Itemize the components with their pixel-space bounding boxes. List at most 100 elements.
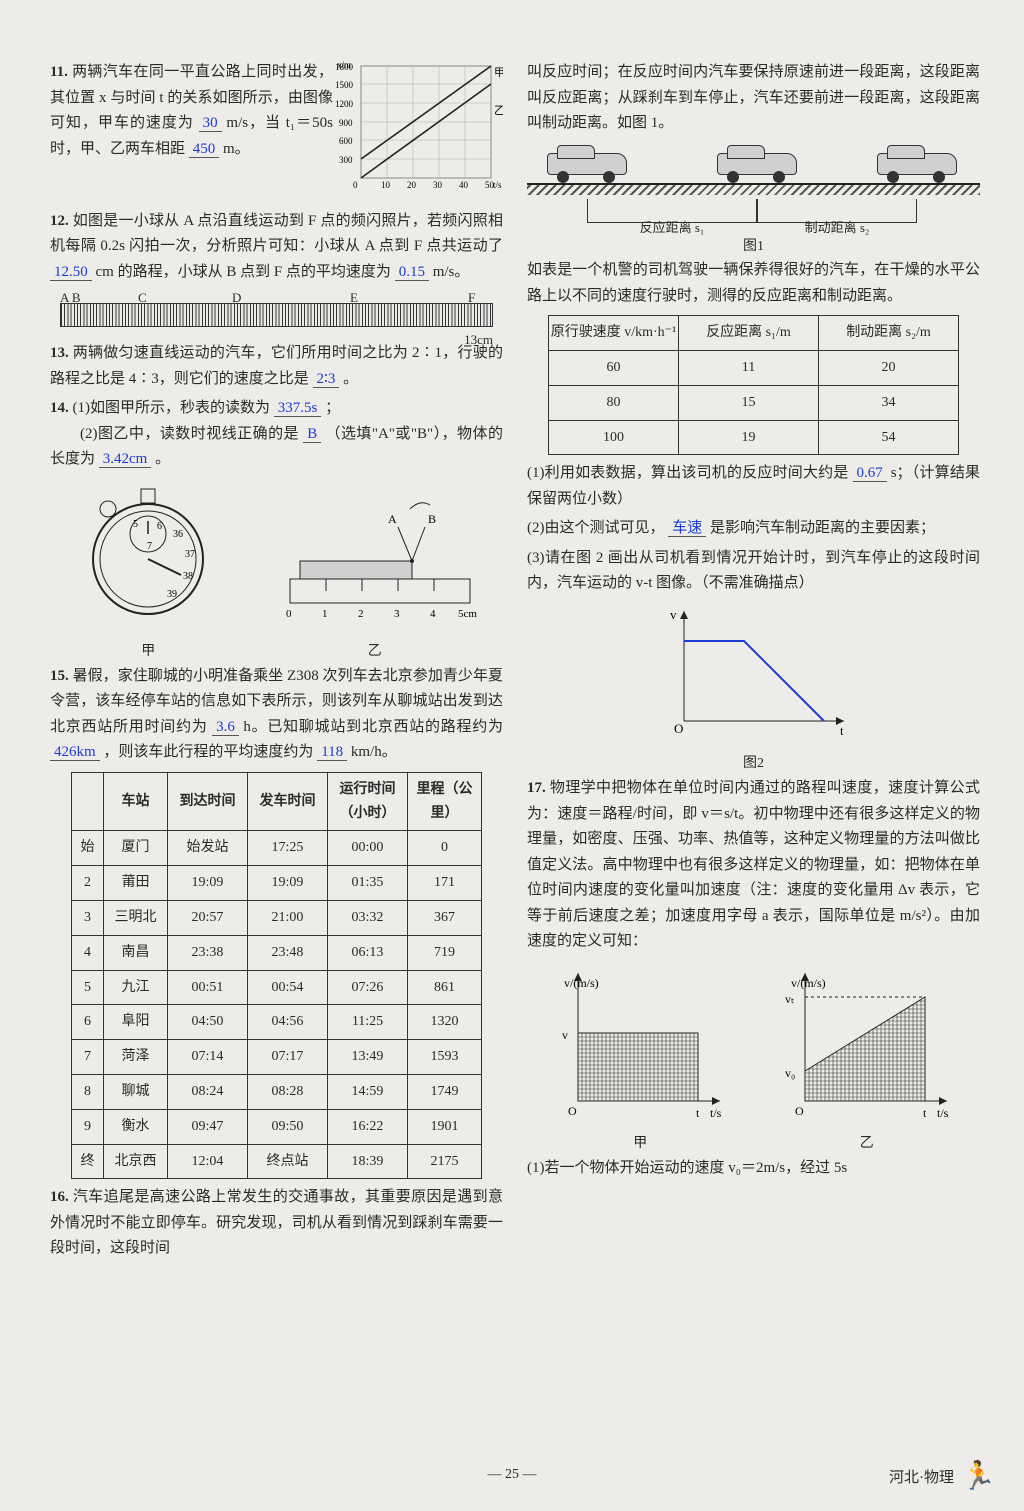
- q17-text: 物理学中把物体在单位时间内通过的路程叫速度，速度计算公式为：速度＝路程/时间，即…: [527, 780, 980, 949]
- svg-text:300: 300: [339, 155, 353, 165]
- fig1-caption: 图1: [527, 235, 980, 259]
- react-intro: 如表是一个机警的司机驾驶一辆保养得很好的汽车，在干燥的水平公路上以不同的速度行驶…: [527, 258, 980, 309]
- svg-text:6: 6: [157, 521, 162, 532]
- svg-text:v/(m/s): v/(m/s): [564, 976, 599, 990]
- svg-text:30: 30: [433, 180, 443, 190]
- svg-text:v: v: [670, 607, 677, 622]
- svg-text:t/s: t/s: [493, 180, 502, 190]
- q16-num: 16.: [50, 1189, 69, 1205]
- q15-ans2: 426km: [50, 744, 100, 761]
- sub1-ans: 0.67: [853, 465, 887, 482]
- train-header: [72, 772, 104, 831]
- q17-cap-right: 乙: [777, 1132, 957, 1156]
- svg-text:B: B: [428, 512, 436, 526]
- svg-text:甲: 甲: [494, 67, 503, 79]
- q11: 甲 乙 18001500 1200900 600300 0 1020 3040 …: [50, 60, 503, 205]
- line-chart-icon: 甲 乙 18001500 1200900 600300 0 1020 3040 …: [333, 60, 503, 195]
- q14-line2: (2)图乙中，读数时视线正确的是: [50, 426, 299, 442]
- svg-text:4: 4: [430, 608, 436, 620]
- svg-text:600: 600: [339, 136, 353, 146]
- svg-text:乙: 乙: [494, 104, 503, 117]
- svg-text:v/(m/s): v/(m/s): [791, 976, 826, 990]
- q12-num: 12.: [50, 213, 69, 229]
- sub2-post: 是影响汽车制动距离的主要因素；: [710, 520, 935, 536]
- svg-text:5: 5: [133, 519, 138, 530]
- svg-text:40: 40: [459, 180, 469, 190]
- q17: 17. 物理学中把物体在单位时间内通过的路程叫速度，速度计算公式为：速度＝路程/…: [527, 776, 980, 955]
- table-row: 终北京西12:04终点站18:392175: [72, 1144, 482, 1179]
- train-table: 车站到达时间发车时间运行时间（小时）里程（公里） 始厦门始发站17:2500:0…: [71, 772, 482, 1180]
- fig2-caption: 图2: [527, 752, 980, 776]
- svg-text:20: 20: [407, 180, 417, 190]
- train-header: 发车时间: [248, 772, 328, 831]
- table-row: 9衡水09:4709:5016:221901: [72, 1109, 482, 1144]
- q13-tail: 。: [343, 371, 358, 387]
- right-column: 叫反应时间；在反应时间内汽车要保持原速前进一段距离，这段距离叫反应距离；从踩刹车…: [527, 60, 980, 1440]
- q14-tail2: 。: [155, 451, 170, 467]
- svg-text:O: O: [568, 1104, 577, 1118]
- svg-text:t: t: [923, 1106, 927, 1120]
- svg-text:x/m: x/m: [337, 60, 351, 70]
- svg-text:1200: 1200: [335, 99, 354, 109]
- svg-text:5cm: 5cm: [458, 608, 477, 620]
- q12-ruler: A B C D E F 13cm: [60, 289, 493, 337]
- svg-text:37: 37: [185, 549, 195, 560]
- sub3: (3)请在图 2 画出从司机看到情况开始计时，到汽车停止的这段时间内，汽车运动的…: [527, 546, 980, 597]
- svg-text:vₜ: vₜ: [785, 992, 795, 1006]
- book-title: 河北·物理: [889, 1466, 954, 1487]
- q14-ans2: B: [303, 426, 321, 443]
- table-row: 8聊城08:2408:2814:591749: [72, 1074, 482, 1109]
- svg-text:1500: 1500: [335, 80, 354, 90]
- svg-text:t: t: [840, 723, 844, 738]
- svg-text:900: 900: [339, 118, 353, 128]
- svg-text:O: O: [795, 1104, 804, 1118]
- react-header: 制动距离 s₂/m: [819, 316, 959, 351]
- table-row: 601120: [549, 351, 959, 386]
- q14-cap2: 乙: [270, 640, 480, 664]
- q15-ans1: 3.6: [212, 719, 239, 736]
- q14-line1: (1)如图甲所示，秒表的读数为: [73, 400, 271, 416]
- q11-ans-speed: 30: [199, 115, 222, 132]
- sub1-pre: (1)利用如表数据，算出该司机的反应时间大约是: [527, 465, 849, 481]
- table-row: 4南昌23:3823:4806:13719: [72, 935, 482, 970]
- svg-text:O: O: [674, 721, 683, 736]
- ruler-read-icon: 01 23 45cm A B: [270, 479, 480, 629]
- q12-ans2: 0.15: [395, 264, 429, 281]
- svg-text:t/s: t/s: [937, 1106, 949, 1120]
- q12-mid: cm 的路程，小球从 B 点到 F 点的平均速度为: [96, 264, 391, 280]
- svg-text:3: 3: [394, 608, 400, 620]
- svg-text:0: 0: [353, 180, 358, 190]
- stopwatch-icon: 56 7 3637 3839: [73, 479, 223, 629]
- q14-ans3: 3.42cm: [99, 451, 152, 468]
- reaction-table: 原行驶速度 v/km·h⁻¹反应距离 s₁/m制动距离 s₂/m 6011208…: [548, 315, 959, 455]
- svg-text:39: 39: [167, 589, 177, 600]
- q11-unit2: m。: [223, 141, 250, 157]
- q16-text: 汽车追尾是高速公路上常发生的交通事故，其重要原因是遇到意外情况时不能立即停车。研…: [50, 1189, 503, 1256]
- train-header: 运行时间（小时）: [328, 772, 408, 831]
- grid-chart-right: v/(m/s) vₜ v₀ O t/s t: [777, 961, 957, 1121]
- table-row: 1001954: [549, 420, 959, 455]
- q13-text: 两辆做匀速直线运动的汽车，它们所用时间之比为 2∶1，行驶的路程之比是 4∶3，…: [50, 345, 503, 387]
- q15-unit: km/h。: [351, 744, 397, 760]
- train-header: 到达时间: [168, 772, 248, 831]
- bracket-label: 反应距离 s₁: [587, 199, 757, 223]
- q17-num: 17.: [527, 780, 546, 796]
- svg-text:A: A: [388, 512, 397, 526]
- q13: 13. 两辆做匀速直线运动的汽车，它们所用时间之比为 2∶1，行驶的路程之比是 …: [50, 341, 503, 392]
- sub2-pre: (2)由这个测试可见，: [527, 520, 665, 536]
- grid-chart-left: v/(m/s) v O t/s t: [550, 961, 730, 1121]
- react-header: 反应距离 s₁/m: [679, 316, 819, 351]
- q16-cont: 叫反应时间；在反应时间内汽车要保持原速前进一段距离，这段距离叫反应距离；从踩刹车…: [527, 60, 980, 137]
- table-row: 5九江00:5100:5407:26861: [72, 970, 482, 1005]
- sub2: (2)由这个测试可见， 车速 是影响汽车制动距离的主要因素；: [527, 516, 980, 542]
- q17-charts: v/(m/s) v O t/s t 甲: [527, 961, 980, 1156]
- svg-text:0: 0: [286, 608, 292, 620]
- q12: 12. 如图是一小球从 A 点沿直线运动到 F 点的频闪照片，若频闪照相机每隔 …: [50, 209, 503, 286]
- q14: 14. (1)如图甲所示，秒表的读数为 337.5s ； (2)图乙中，读数时视…: [50, 396, 503, 473]
- q15-mid2: ，则该车此行程的平均速度约为: [103, 744, 313, 760]
- q12-ans1: 12.50: [50, 264, 92, 281]
- fig2: O t v 图2: [527, 601, 980, 776]
- q16: 16. 汽车追尾是高速公路上常发生的交通事故，其重要原因是遇到意外情况时不能立即…: [50, 1185, 503, 1262]
- table-row: 始厦门始发站17:2500:000: [72, 831, 482, 866]
- train-header: 车站: [104, 772, 168, 831]
